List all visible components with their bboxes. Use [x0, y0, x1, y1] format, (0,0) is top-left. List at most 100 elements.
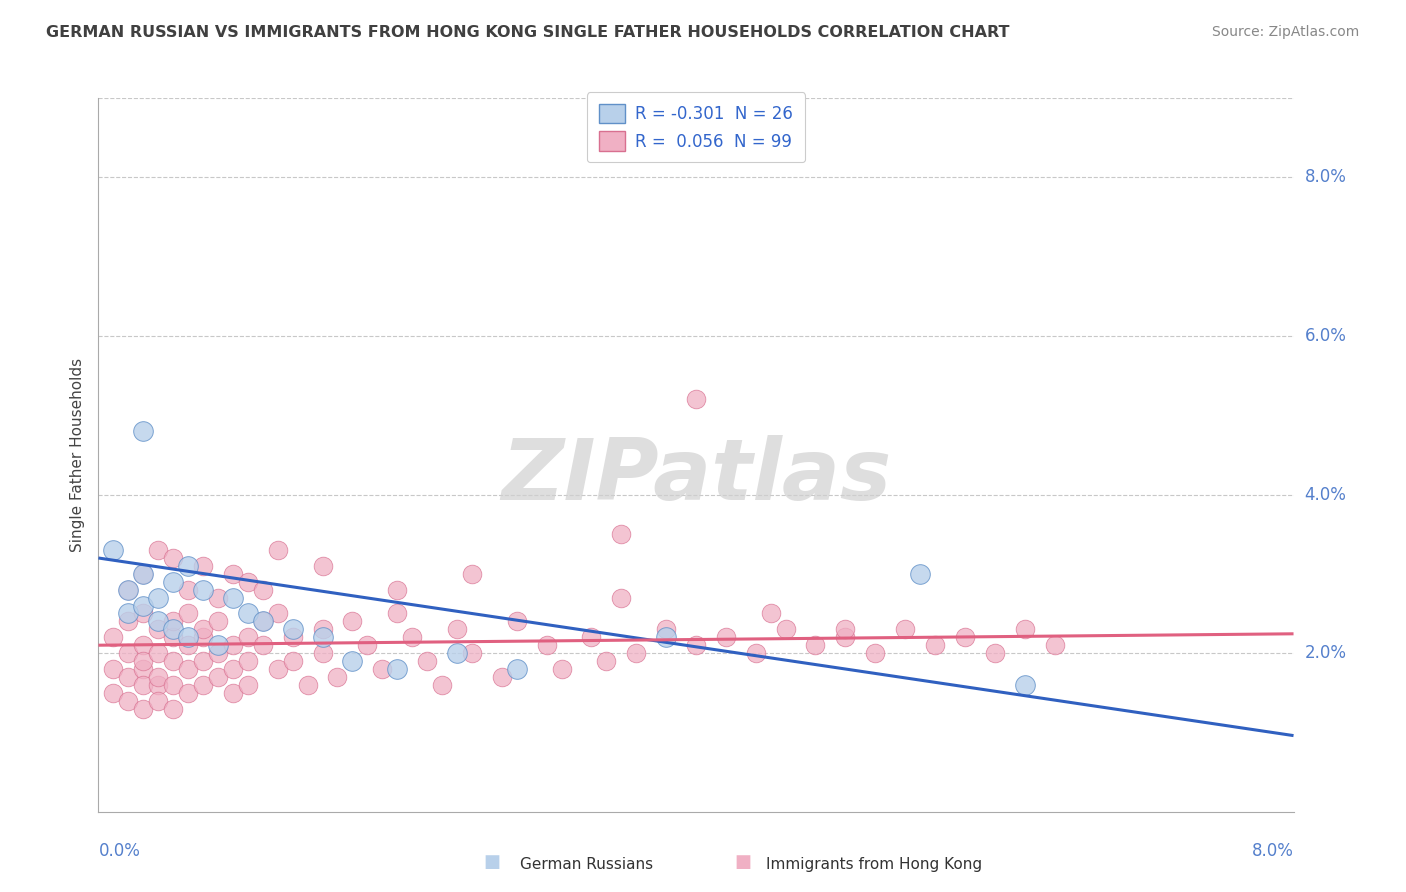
Point: [401, 630, 423, 644]
Point: [371, 662, 394, 676]
Point: [148, 646, 170, 660]
Point: [162, 630, 184, 644]
Point: [385, 607, 409, 621]
Point: [252, 615, 274, 629]
Point: [207, 615, 229, 629]
Point: [162, 678, 184, 692]
Point: [117, 646, 139, 660]
Point: [984, 646, 1007, 660]
Point: [550, 662, 572, 676]
Point: [148, 591, 170, 605]
Point: [148, 623, 170, 637]
Point: [685, 638, 707, 652]
Point: [222, 566, 245, 581]
Point: [177, 662, 200, 676]
Point: [162, 623, 184, 637]
Point: [207, 638, 229, 652]
Point: [655, 623, 678, 637]
Point: [236, 574, 259, 589]
Point: [191, 623, 214, 637]
Point: [953, 630, 976, 644]
Point: [132, 662, 155, 676]
Point: [804, 638, 827, 652]
Text: ■: ■: [484, 854, 501, 871]
Text: ZIPatlas: ZIPatlas: [501, 434, 891, 518]
Point: [446, 623, 468, 637]
Point: [177, 558, 200, 573]
Point: [162, 551, 184, 566]
Point: [281, 630, 304, 644]
Point: [132, 424, 155, 438]
Legend: R = -0.301  N = 26, R =  0.056  N = 99: R = -0.301 N = 26, R = 0.056 N = 99: [588, 92, 804, 162]
Point: [117, 694, 139, 708]
Point: [385, 582, 409, 597]
Point: [177, 638, 200, 652]
Point: [117, 615, 139, 629]
Point: [267, 543, 290, 558]
Point: [1014, 678, 1036, 692]
Point: [865, 646, 887, 660]
Point: [342, 654, 364, 668]
Point: [236, 654, 259, 668]
Point: [236, 630, 259, 644]
Point: [834, 623, 856, 637]
Point: [132, 607, 155, 621]
Point: [536, 638, 558, 652]
Text: ■: ■: [734, 854, 751, 871]
Point: [207, 670, 229, 684]
Point: [595, 654, 617, 668]
Point: [132, 566, 155, 581]
Point: [132, 654, 155, 668]
Point: [191, 582, 214, 597]
Point: [162, 654, 184, 668]
Point: [908, 566, 931, 581]
Point: [252, 615, 274, 629]
Point: [430, 678, 453, 692]
Point: [117, 670, 139, 684]
Text: 6.0%: 6.0%: [1305, 327, 1347, 345]
Point: [610, 527, 633, 541]
Point: [311, 623, 333, 637]
Point: [745, 646, 768, 660]
Point: [685, 392, 707, 407]
Point: [267, 662, 290, 676]
Point: [103, 686, 125, 700]
Point: [416, 654, 439, 668]
Text: 0.0%: 0.0%: [98, 842, 141, 860]
Point: [491, 670, 513, 684]
Point: [236, 607, 259, 621]
Text: Immigrants from Hong Kong: Immigrants from Hong Kong: [766, 857, 983, 872]
Point: [252, 638, 274, 652]
Point: [132, 599, 155, 613]
Point: [446, 646, 468, 660]
Point: [311, 558, 333, 573]
Text: 2.0%: 2.0%: [1305, 644, 1347, 662]
Point: [461, 566, 484, 581]
Point: [132, 566, 155, 581]
Point: [461, 646, 484, 660]
Point: [834, 630, 856, 644]
Point: [117, 582, 139, 597]
Point: [626, 646, 648, 660]
Text: 8.0%: 8.0%: [1251, 842, 1294, 860]
Point: [759, 607, 782, 621]
Point: [177, 630, 200, 644]
Point: [714, 630, 737, 644]
Point: [267, 607, 290, 621]
Point: [191, 654, 214, 668]
Point: [252, 582, 274, 597]
Point: [385, 662, 409, 676]
Point: [191, 678, 214, 692]
Point: [1014, 623, 1036, 637]
Text: GERMAN RUSSIAN VS IMMIGRANTS FROM HONG KONG SINGLE FATHER HOUSEHOLDS CORRELATION: GERMAN RUSSIAN VS IMMIGRANTS FROM HONG K…: [46, 25, 1010, 40]
Point: [162, 574, 184, 589]
Point: [506, 615, 529, 629]
Point: [342, 615, 364, 629]
Point: [103, 543, 125, 558]
Point: [191, 558, 214, 573]
Point: [222, 638, 245, 652]
Point: [177, 607, 200, 621]
Point: [207, 591, 229, 605]
Point: [191, 630, 214, 644]
Text: Source: ZipAtlas.com: Source: ZipAtlas.com: [1212, 25, 1360, 39]
